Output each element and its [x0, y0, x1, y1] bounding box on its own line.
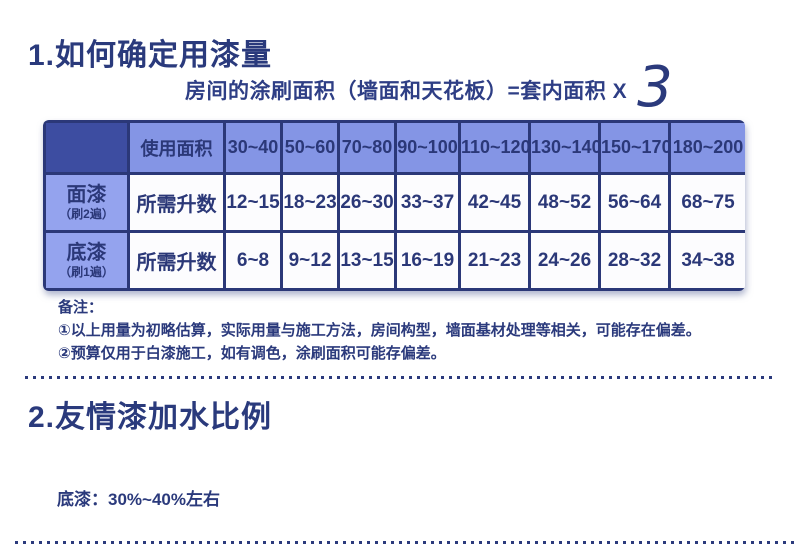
paint-usage-table: 使用面积 30~40 50~60 70~80 90~100 110~120 13…: [43, 120, 745, 291]
column-header: 110~120: [458, 120, 531, 175]
table-cell: 21~23: [458, 230, 531, 291]
table-cell: 42~45: [458, 172, 531, 233]
notes-title: 备注：: [58, 299, 104, 316]
formula-multiplier: 3: [637, 55, 673, 120]
paint-usage-table-grid: 使用面积 30~40 50~60 70~80 90~100 110~120 13…: [43, 120, 745, 291]
row-label-sub: （刷1遍）: [59, 264, 114, 279]
column-header: 180~200: [668, 120, 745, 175]
paint-area-formula: 房间的涂刷面积（墙面和天花板）=套内面积 X 3: [185, 55, 673, 120]
table-row-topcoat: 面漆 （刷2遍） 所需升数 12~15 18~23 26~30 33~37 42…: [43, 172, 745, 233]
column-header: 70~80: [337, 120, 397, 175]
table-cell: 28~32: [598, 230, 671, 291]
column-header: 50~60: [280, 120, 340, 175]
section2-title: 2.友情漆加水比例: [28, 401, 273, 434]
table-cell: 34~38: [668, 230, 745, 291]
row-unit-label: 所需升数: [127, 230, 226, 291]
table-cell: 24~26: [528, 230, 601, 291]
water-ratio-list: 底漆：30%~40%左右 面漆： 白色 20%左右 调色面漆 浅色15%左右 深…: [57, 432, 373, 556]
column-header: 30~40: [223, 120, 283, 175]
row-unit-label: 所需升数: [127, 172, 226, 233]
column-header: 150~170: [598, 120, 672, 175]
table-row-primer: 底漆 （刷1遍） 所需升数 6~8 9~12 13~15 16~19 21~23…: [43, 230, 745, 291]
table-cell: 12~15: [223, 172, 283, 233]
section1-title: 1.如何确定用漆量: [28, 39, 273, 72]
dotted-divider-top: [25, 376, 777, 379]
table-cell: 33~37: [394, 172, 461, 233]
row-label-sub: （刷2遍）: [59, 206, 114, 221]
table-corner-cell: [43, 120, 130, 175]
row-label-main: 面漆: [66, 183, 107, 206]
table-cell: 9~12: [280, 230, 340, 291]
note-line-1: ①以上用量为初略估算，实际用量与施工方法，房间构型，墙面基材处理等相关，可能存在…: [58, 322, 701, 339]
table-cell: 6~8: [223, 230, 283, 291]
row-label-primer: 底漆 （刷1遍）: [43, 230, 130, 291]
row-label-topcoat: 面漆 （刷2遍）: [43, 172, 130, 233]
table-header-row: 使用面积 30~40 50~60 70~80 90~100 110~120 13…: [43, 120, 745, 175]
ratio-line-primer: 底漆：30%~40%左右: [57, 490, 220, 509]
table-cell: 13~15: [337, 230, 397, 291]
column-header: 130~140: [528, 120, 602, 175]
table-cell: 48~52: [528, 172, 601, 233]
dotted-divider-bottom: [15, 541, 795, 544]
formula-text: 房间的涂刷面积（墙面和天花板）=套内面积 X: [185, 80, 628, 103]
table-cell: 56~64: [598, 172, 671, 233]
row-label-main: 底漆: [66, 241, 107, 264]
table-cell: 68~75: [668, 172, 745, 233]
table-cell: 16~19: [394, 230, 461, 291]
note-line-2: ②预算仅用于白漆施工，如有调色，涂刷面积可能存偏差。: [58, 345, 446, 362]
column-header-usage-area: 使用面积: [127, 120, 226, 175]
notes-block: 备注： ①以上用量为初略估算，实际用量与施工方法，房间构型，墙面基材处理等相关，…: [58, 296, 701, 365]
column-header: 90~100: [394, 120, 461, 175]
table-cell: 18~23: [280, 172, 340, 233]
table-cell: 26~30: [337, 172, 397, 233]
